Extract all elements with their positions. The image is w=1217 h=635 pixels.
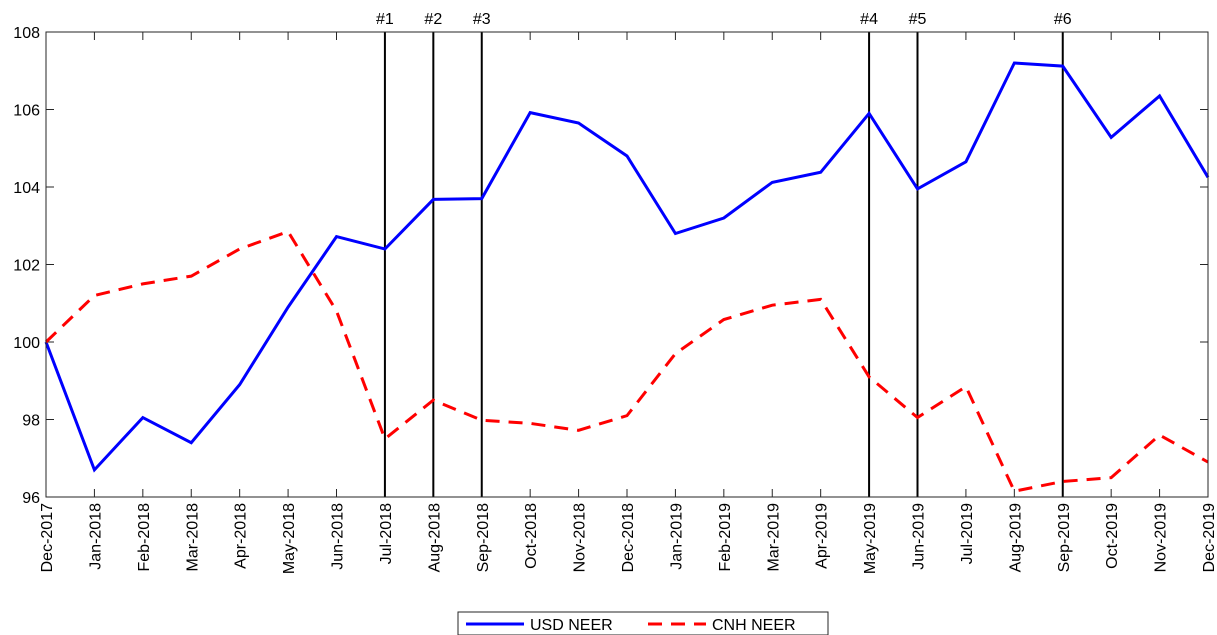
y-tick-label: 98 bbox=[22, 413, 40, 430]
x-tick-label: Oct-2018 bbox=[523, 503, 540, 569]
event-label: #6 bbox=[1054, 11, 1072, 28]
x-tick-label: Jan-2019 bbox=[668, 503, 685, 570]
x-tick-label: Dec-2018 bbox=[620, 503, 637, 572]
x-tick-label: Nov-2019 bbox=[1153, 503, 1170, 572]
series-line bbox=[44, 61, 1210, 473]
y-tick-label: 106 bbox=[13, 103, 40, 120]
legend-box bbox=[457, 611, 829, 635]
x-tick-label: Feb-2019 bbox=[717, 503, 734, 572]
x-tick-label: Jul-2019 bbox=[959, 503, 976, 564]
y-tick-label: 108 bbox=[13, 25, 40, 42]
x-tick-label: Jul-2018 bbox=[378, 503, 395, 564]
x-tick-label: Mar-2018 bbox=[184, 503, 201, 572]
x-tick-label: Aug-2019 bbox=[1007, 503, 1024, 572]
x-tick-label: Jun-2019 bbox=[911, 503, 928, 570]
event-label: #4 bbox=[860, 11, 878, 28]
event-label: #5 bbox=[909, 11, 927, 28]
y-tick-label: 96 bbox=[22, 490, 40, 507]
y-tick-label: 100 bbox=[13, 335, 40, 352]
x-tick-label: Feb-2018 bbox=[136, 503, 153, 572]
x-tick-label: May-2019 bbox=[862, 503, 879, 574]
x-tick-label: Apr-2019 bbox=[814, 503, 831, 569]
x-tick-label: Jan-2018 bbox=[87, 503, 104, 570]
x-tick-label: Sep-2018 bbox=[475, 503, 492, 572]
x-tick-label: Oct-2019 bbox=[1104, 503, 1121, 569]
event-label: #3 bbox=[473, 11, 491, 28]
y-tick-label: 104 bbox=[13, 180, 40, 197]
y-tick-label: 102 bbox=[13, 258, 40, 275]
event-label: #2 bbox=[424, 11, 442, 28]
event-label: #1 bbox=[376, 11, 394, 28]
x-tick-label: Nov-2018 bbox=[572, 503, 589, 572]
x-tick-label: Jun-2018 bbox=[330, 503, 347, 570]
x-tick-label: Aug-2018 bbox=[426, 503, 443, 572]
x-tick-label: Apr-2018 bbox=[233, 503, 250, 569]
x-tick-label: Dec-2019 bbox=[1201, 503, 1217, 572]
x-tick-label: May-2018 bbox=[281, 503, 298, 574]
x-tick-label: Sep-2019 bbox=[1056, 503, 1073, 572]
x-tick-label: Dec-2017 bbox=[39, 503, 56, 572]
series-line bbox=[44, 229, 1209, 493]
plot-frame bbox=[45, 31, 1209, 498]
x-tick-label: Mar-2019 bbox=[765, 503, 782, 572]
legend-label: USD NEER bbox=[530, 617, 613, 634]
legend-label: CNH NEER bbox=[712, 617, 796, 634]
